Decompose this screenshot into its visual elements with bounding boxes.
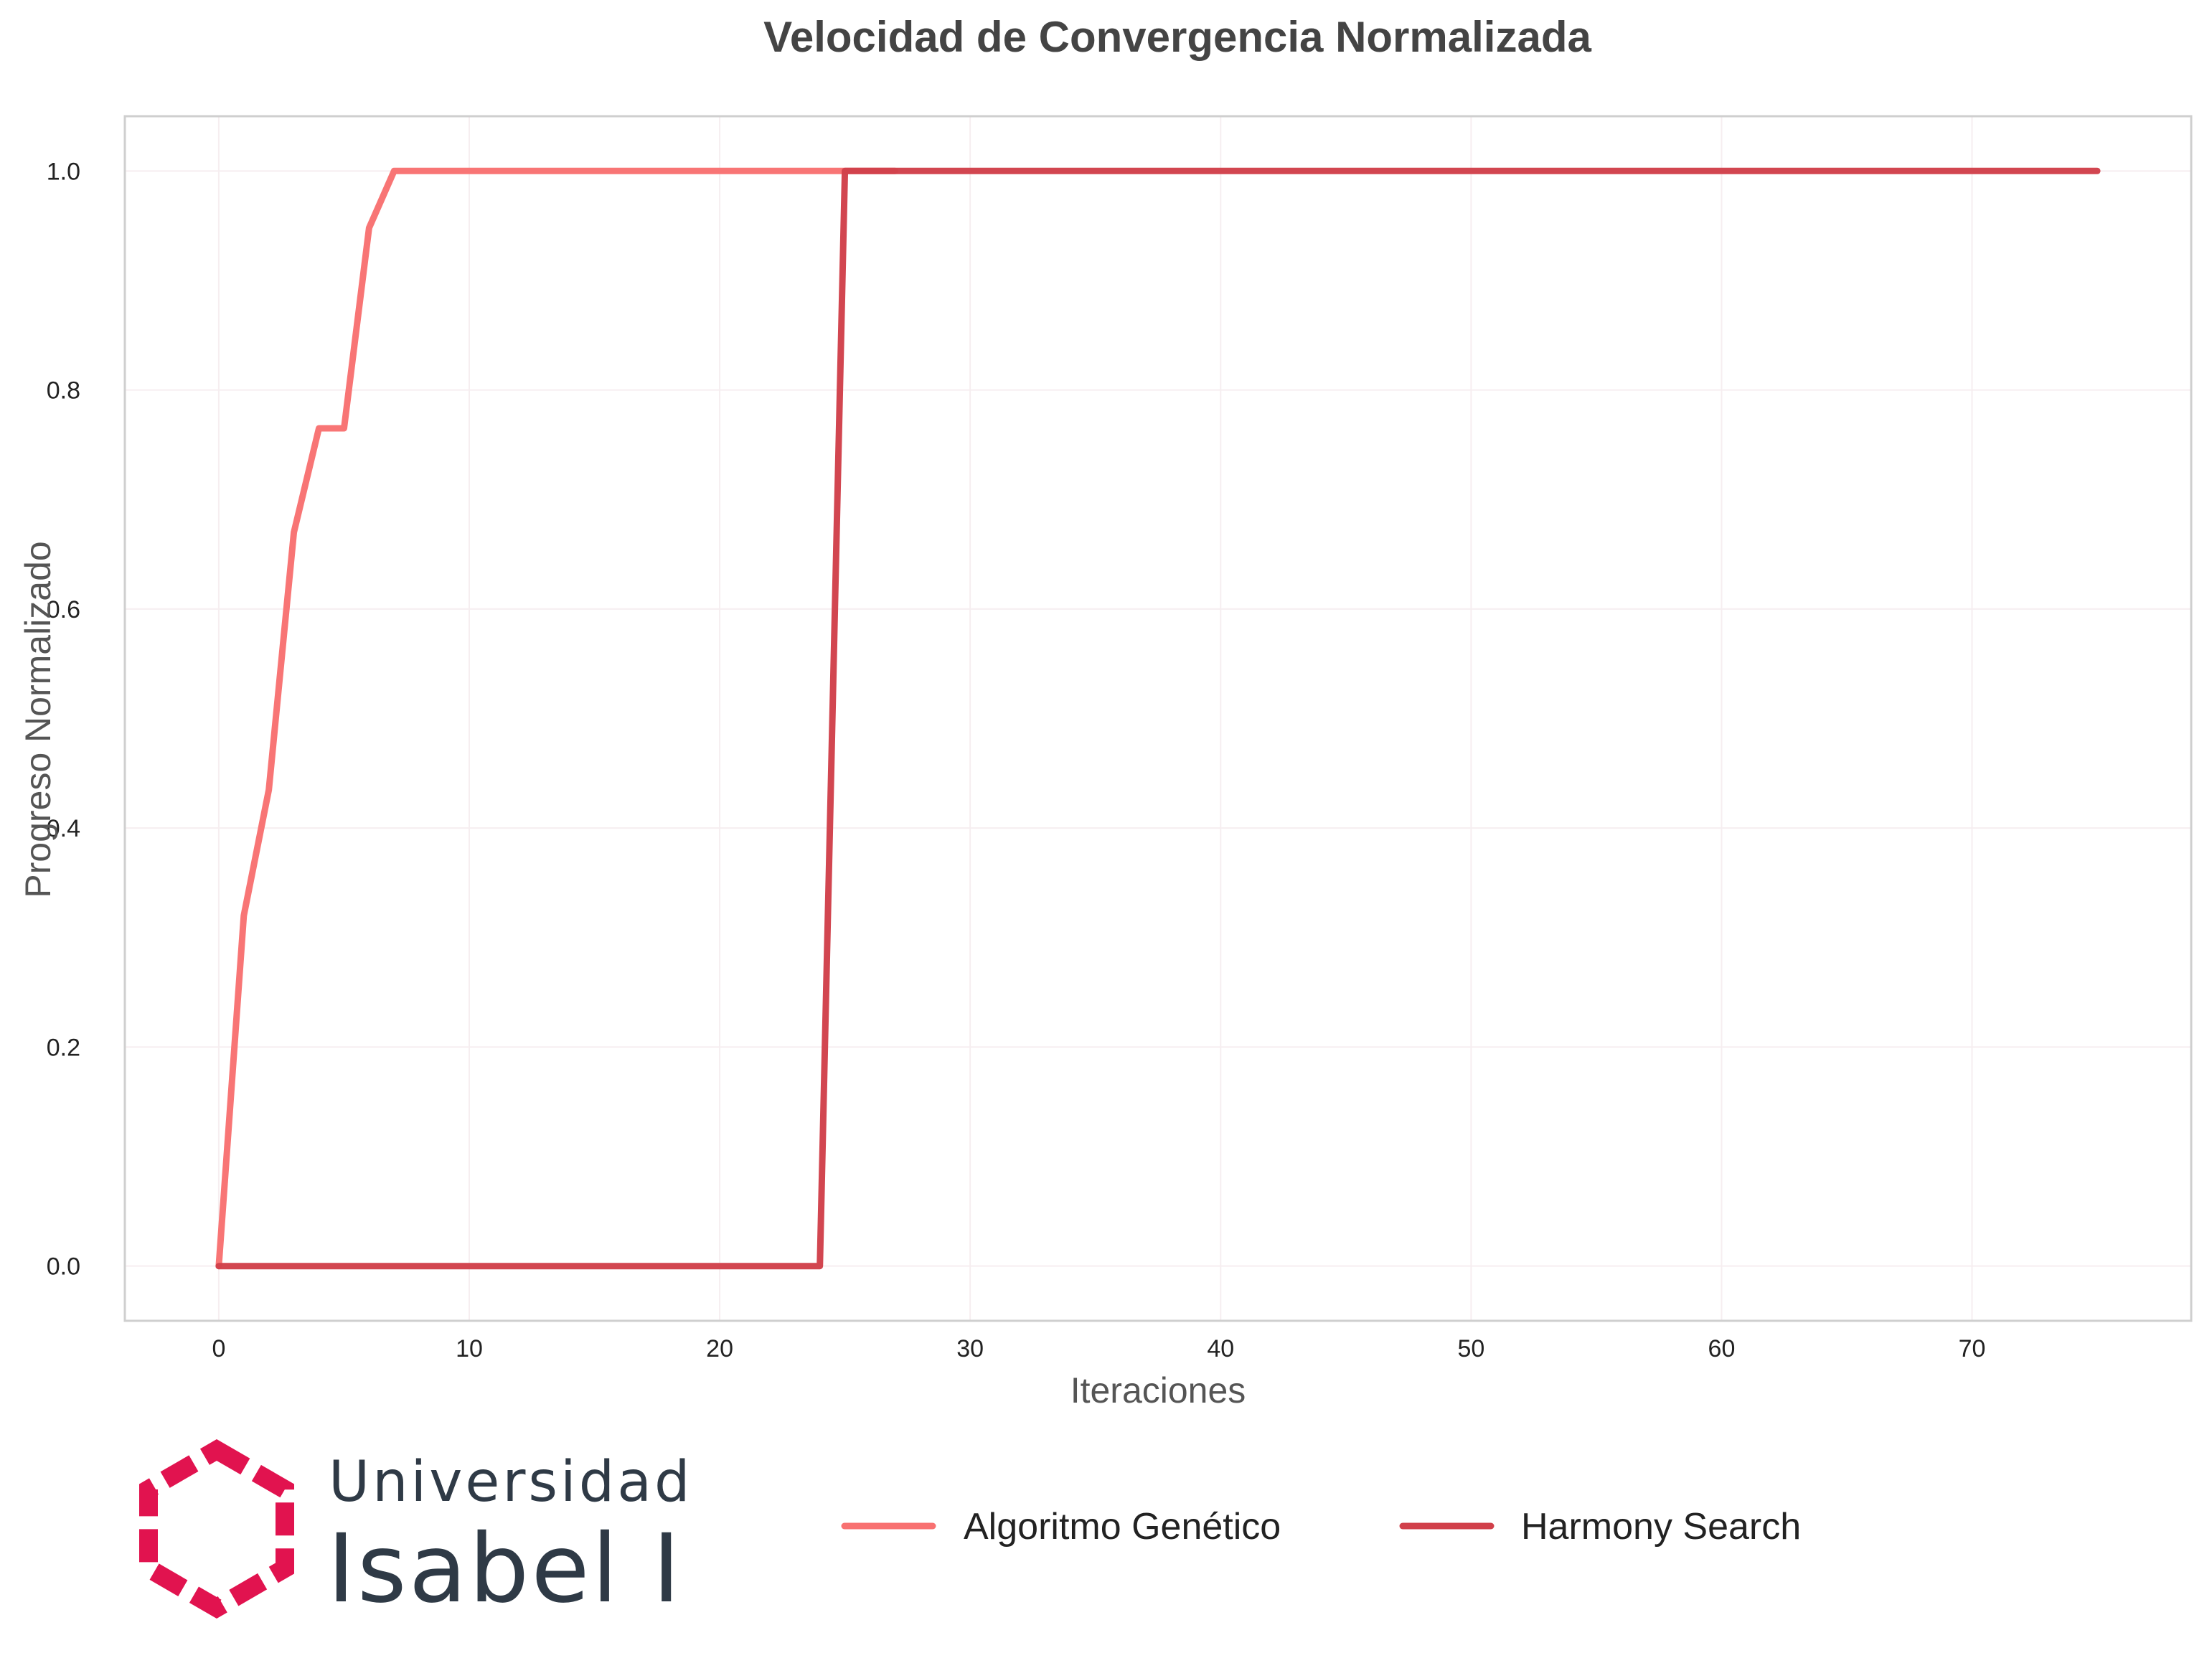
x-tick-label: 20 xyxy=(706,1335,733,1362)
university-logo: Universidad Isabel I xyxy=(139,1438,693,1624)
y-tick-label: 0.0 xyxy=(47,1253,80,1281)
series-line-harmony-search xyxy=(215,167,2101,1270)
series-line-algoritmo-genetico xyxy=(215,167,898,1270)
y-tick-label: 0.4 xyxy=(47,815,80,842)
x-tick-label: 70 xyxy=(1959,1335,1986,1362)
y-tick-label: 0.2 xyxy=(47,1034,80,1061)
y-axis-label: Progreso Normalizado xyxy=(18,541,58,898)
legend: Algoritmo Genético Harmony Search xyxy=(841,1506,1801,1548)
y-tick-label: 0.8 xyxy=(47,377,80,405)
x-axis-label: Iteraciones xyxy=(1070,1370,1246,1411)
series-layer xyxy=(215,167,2101,1270)
y-tick-label: 0.6 xyxy=(47,596,80,623)
x-tick-label: 30 xyxy=(956,1335,984,1362)
university-emblem-icon xyxy=(139,1438,294,1619)
legend-label-algoritmo-genetico: Algoritmo Genético xyxy=(964,1506,1281,1548)
plot-frame xyxy=(123,115,2193,1322)
legend-label-harmony-search: Harmony Search xyxy=(1521,1506,1801,1548)
logo-line-2: Isabel I xyxy=(327,1514,682,1624)
y-tick-label: 1.0 xyxy=(47,158,80,185)
x-tick-label: 40 xyxy=(1207,1335,1234,1362)
x-tick-labels: 0 10 20 30 40 50 60 70 xyxy=(212,1335,1985,1362)
x-tick-label: 0 xyxy=(212,1335,225,1362)
x-tick-label: 10 xyxy=(456,1335,483,1362)
x-tick-label: 50 xyxy=(1457,1335,1484,1362)
logo-line-1: Universidad xyxy=(329,1450,693,1515)
y-tick-labels: 0.0 0.2 0.4 0.6 0.8 1.0 xyxy=(47,158,80,1280)
x-tick-label: 60 xyxy=(1708,1335,1736,1362)
chart-title: Velocidad de Convergencia Normalizada xyxy=(763,13,1591,61)
